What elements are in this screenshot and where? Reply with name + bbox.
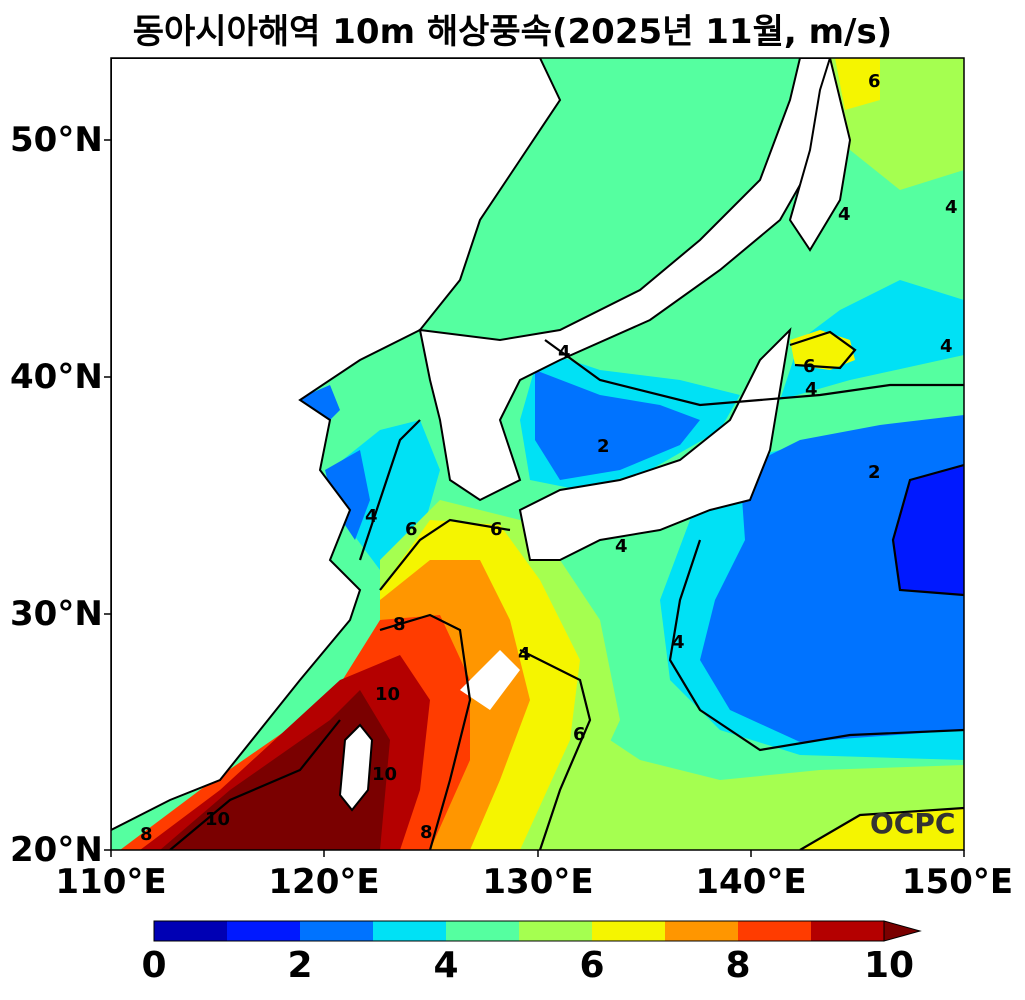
ocpc-watermark: OCPC (870, 807, 955, 840)
contour-label: 8 (393, 614, 406, 635)
field-pacific-blue (700, 415, 964, 742)
contour-label: 8 (420, 822, 433, 843)
colorbar-tick-8: 8 (725, 945, 751, 986)
contour-label: 6 (868, 71, 881, 92)
contour-label: 2 (868, 462, 881, 483)
colorbar-segment (300, 921, 373, 941)
contour-label: 10 (205, 809, 230, 830)
map-field: 4 2 6 8 10 10 10 8 8 6 6 4 4 4 4 6 4 4 4… (111, 58, 964, 850)
lat-label-40: 40°N (10, 357, 103, 397)
contours (169, 330, 964, 850)
contour-label: 4 (945, 197, 958, 218)
contour-label-group: 4 2 6 8 10 10 10 8 8 6 6 4 4 4 4 6 4 4 4… (140, 71, 958, 845)
contour-2-pacific (891, 463, 964, 597)
lon-label-130: 130°E (482, 862, 594, 902)
colorbar-segment (519, 921, 592, 941)
contour-label: 10 (375, 684, 400, 705)
contour-label: 4 (365, 506, 378, 527)
colorbar-tick-0: 0 (141, 945, 167, 986)
land-sakhalin (788, 58, 852, 252)
colorbar-tick-2: 2 (287, 945, 313, 986)
colorbar-segment (811, 921, 884, 941)
contour-label: 2 (597, 436, 610, 457)
lon-label-110: 110°E (55, 862, 167, 902)
lon-label-140: 140°E (695, 862, 807, 902)
land-taiwan (338, 723, 374, 812)
contour-label: 4 (615, 536, 628, 557)
colorbar-tick-6: 6 (579, 945, 605, 986)
contour-label: 10 (372, 764, 397, 785)
field-pacific-cyan-north (780, 280, 964, 400)
field-south-yellow (800, 808, 964, 850)
land-china (111, 58, 562, 832)
contour-label: 4 (558, 342, 571, 363)
colorbar-segment (154, 921, 227, 941)
contour-label: 4 (805, 379, 818, 400)
contour-6-south (519, 649, 592, 850)
field-yellowsea-blue (325, 450, 370, 540)
contour-label: 6 (803, 356, 816, 377)
colorbar-frame (153, 920, 885, 942)
contour-label: 6 (490, 519, 503, 540)
colorbar-segment (227, 921, 300, 941)
colorbar-segment (665, 921, 738, 941)
field-eastsea-blue (535, 370, 700, 480)
axis-ticks (104, 139, 965, 857)
lat-label-20: 20°N (10, 830, 103, 870)
colorbar-tick-4: 4 (433, 945, 459, 986)
page-title: 동아시아해역 10m 해상풍속(2025년 11월, m/s) (132, 12, 893, 52)
contour-4-yellowsea (358, 419, 421, 561)
contour-label: 6 (573, 724, 586, 745)
contour-6-south-east (799, 806, 964, 850)
contour-4-east (759, 383, 964, 402)
colorbar (153, 920, 922, 942)
land-japan (518, 327, 792, 561)
contour-4-eastsea (544, 339, 761, 407)
contour-label: 6 (405, 519, 418, 540)
lon-label-120: 120°E (268, 862, 380, 902)
lat-label-50: 50°N (10, 120, 103, 160)
lon-label-150: 150°E (901, 862, 1014, 902)
contour-6-hokkaido (789, 330, 857, 370)
colorbar-extend-arrow (883, 920, 922, 942)
colorbar-segment (738, 921, 811, 941)
land-korea-manchuria (418, 58, 832, 502)
contour-label: 4 (940, 336, 953, 357)
colorbar-segment (446, 921, 519, 941)
contour-8 (379, 613, 472, 850)
contour-6-ecs (379, 518, 511, 591)
contour-4-pacific (668, 539, 964, 752)
colorbar-segment (373, 921, 446, 941)
colorbar-tick-10: 10 (863, 945, 915, 986)
land-kyushu-islands (460, 650, 520, 710)
field-okhotsk-yellow (835, 58, 880, 110)
field-pacific-darkblue (893, 465, 964, 595)
contour-label: 8 (140, 824, 153, 845)
colorbar-segment (592, 921, 665, 941)
contour-label: 4 (518, 644, 531, 665)
contour-10 (169, 719, 341, 850)
lat-label-30: 30°N (10, 594, 103, 634)
contour-label: 4 (672, 632, 685, 653)
contour-label: 4 (838, 204, 851, 225)
